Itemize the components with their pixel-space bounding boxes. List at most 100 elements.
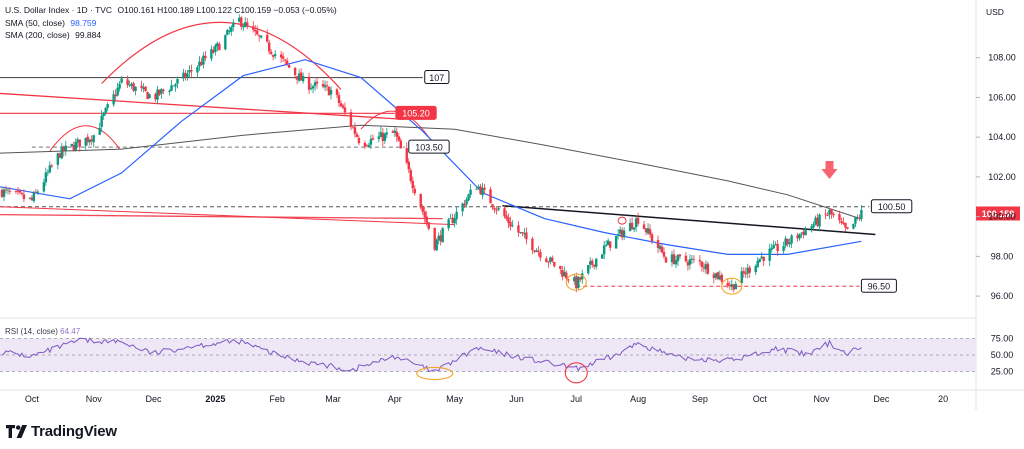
candle-body [126, 79, 129, 86]
candle [230, 25, 233, 36]
candle [50, 163, 54, 168]
candle [46, 169, 50, 177]
candle-body [630, 222, 634, 229]
candle [646, 223, 650, 235]
symbol-title: U.S. Dollar Index · 1D · TVC [5, 5, 113, 15]
candle-body [224, 35, 227, 50]
legend-sma200-row[interactable]: SMA (200, close) 99.884 [5, 29, 337, 42]
candle-body [477, 186, 480, 189]
candle-body [573, 277, 576, 282]
candle [74, 138, 77, 152]
candle-body [160, 88, 163, 94]
sma50-line [0, 59, 862, 255]
candle [184, 70, 187, 81]
candle-body [367, 144, 371, 147]
candle-body [559, 265, 562, 269]
candle [269, 49, 273, 56]
candle [214, 43, 217, 56]
candle-body [190, 70, 193, 72]
candle [517, 221, 520, 237]
time-tick-label: Nov [814, 394, 831, 404]
candle-body [140, 85, 143, 88]
candle [676, 254, 680, 266]
candle [244, 17, 247, 28]
candle-body [816, 217, 819, 226]
candle [383, 132, 387, 144]
candle [158, 89, 161, 96]
candle [503, 204, 506, 219]
candle-body [690, 258, 694, 260]
time-tick-label: Oct [25, 394, 40, 404]
time-tick-label: Sep [692, 394, 708, 404]
candle [100, 110, 103, 133]
sma50-value: 98.759 [70, 17, 97, 28]
down-arrow-marker [821, 160, 838, 179]
candle-body [814, 217, 817, 225]
candle [620, 227, 624, 241]
candle [790, 234, 793, 249]
candle-body [860, 210, 863, 219]
candle [577, 276, 580, 290]
candle [467, 193, 470, 202]
candle [104, 106, 107, 116]
candle-body [463, 203, 466, 206]
time-tick-label: Aug [630, 394, 646, 404]
candle [595, 257, 598, 270]
candle [632, 227, 636, 233]
time-tick-label: Dec [873, 394, 890, 404]
candle [307, 72, 311, 94]
candle-body [118, 83, 121, 89]
candle [728, 281, 732, 291]
candle [832, 212, 835, 218]
level-label-box [860, 278, 897, 293]
candle-body [44, 172, 48, 183]
candle-body [269, 51, 273, 54]
rsi-legend[interactable]: RSI (14, close) 64.47 [5, 327, 80, 336]
candle [196, 65, 199, 78]
candle [22, 189, 26, 203]
candle [367, 142, 371, 148]
candle-body [349, 112, 353, 127]
candle [238, 14, 241, 23]
candle-body [184, 72, 187, 78]
candle-body [128, 84, 131, 86]
candle [279, 51, 283, 63]
candle-body [537, 250, 540, 252]
candle [606, 238, 610, 246]
legend-sma50-row[interactable]: SMA (50, close) 98.759 [5, 17, 337, 30]
candle [441, 227, 444, 243]
candle-body [339, 103, 343, 107]
candle-body [14, 191, 18, 192]
candle-body [20, 192, 24, 194]
candle-body [30, 197, 34, 201]
candle [44, 167, 48, 186]
level-label-box [870, 199, 913, 214]
candle-body [407, 161, 410, 170]
candle-body [293, 68, 297, 76]
candle-body [507, 217, 510, 223]
candle [525, 227, 528, 245]
rsi-line [1, 337, 862, 373]
candle-body [684, 255, 688, 262]
candle-body [563, 271, 566, 277]
candle [118, 81, 121, 92]
candle-body [58, 153, 62, 158]
candle [509, 216, 512, 231]
candle [419, 193, 422, 210]
candle [120, 75, 123, 84]
candle [315, 77, 319, 89]
candle-body [329, 90, 333, 95]
time-tick-label: Nov [86, 394, 103, 404]
candle-body [88, 139, 91, 143]
candle-body [748, 267, 751, 273]
candle-body [391, 131, 395, 133]
sma200-path [0, 124, 862, 220]
tradingview-logo[interactable]: TradingView [6, 423, 117, 440]
candle-body [196, 67, 199, 73]
candle-body [535, 250, 538, 253]
candle [14, 190, 18, 195]
candle-body [258, 35, 261, 37]
candle [712, 271, 716, 284]
candle [182, 69, 185, 82]
